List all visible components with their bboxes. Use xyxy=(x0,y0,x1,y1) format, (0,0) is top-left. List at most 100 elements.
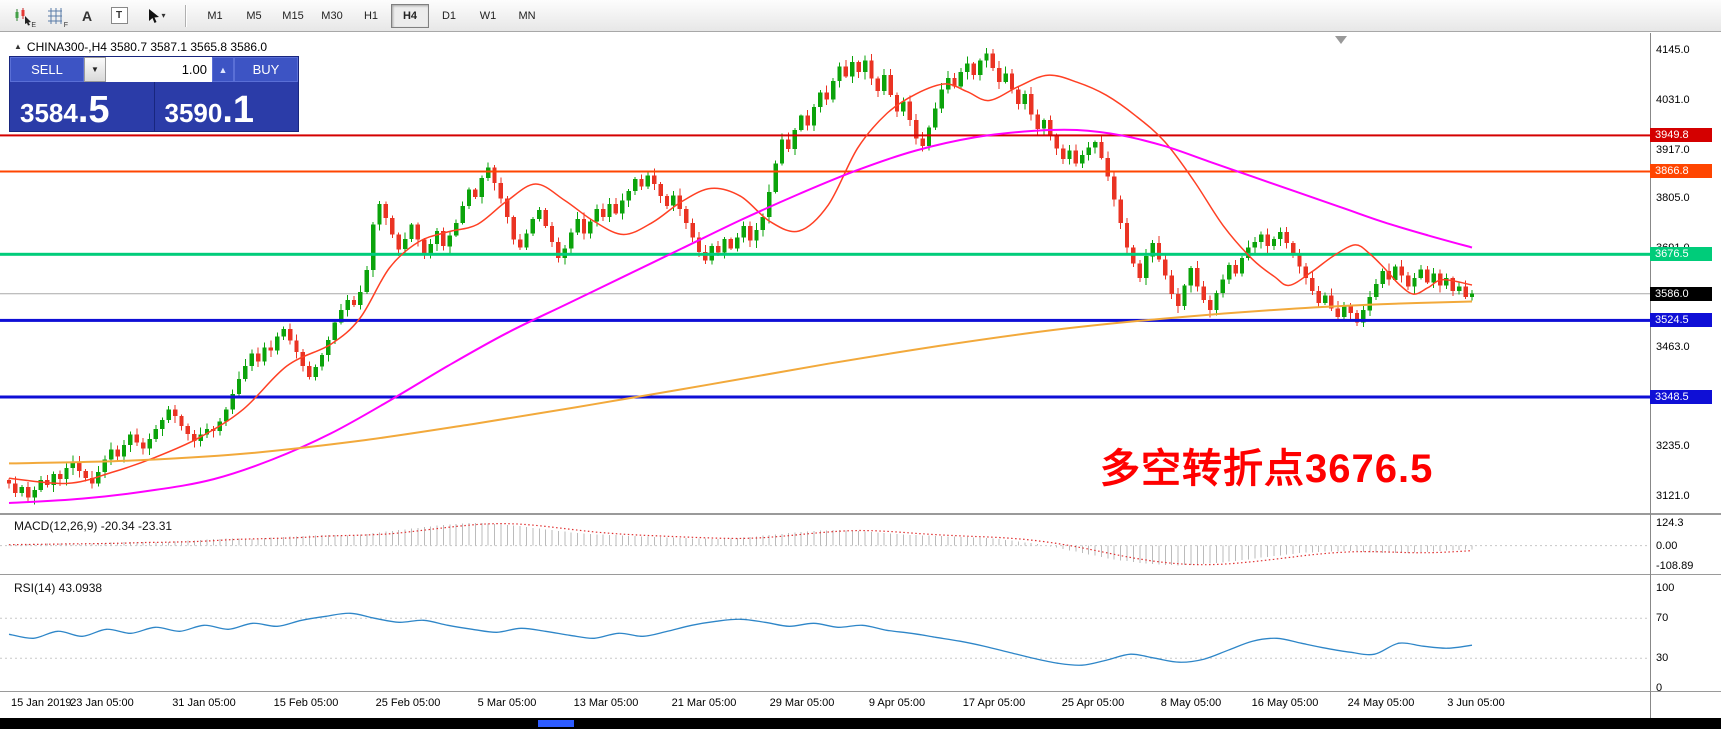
cursor-tool-button[interactable]: ▾ xyxy=(136,2,176,30)
level-line-3524.5[interactable] xyxy=(0,318,1650,322)
volume-increase-button[interactable]: ▲ xyxy=(212,57,234,82)
rsi-line xyxy=(8,612,1473,666)
toolbar-separator xyxy=(185,4,187,27)
text-label-button[interactable]: A xyxy=(72,2,102,30)
ask-price-main: 3590 xyxy=(164,98,223,128)
chevron-up-icon: ▲ xyxy=(218,64,228,75)
level-line-3348.5[interactable] xyxy=(0,395,1650,399)
chart-cursor-icon[interactable]: E xyxy=(8,2,38,30)
time-axis-label: 3 Jun 05:00 xyxy=(1447,697,1505,709)
ma-fast xyxy=(8,74,1473,485)
time-axis-label: 31 Jan 05:00 xyxy=(172,697,236,709)
trade-panel-controls: SELL ▼ ▲ BUY xyxy=(10,57,298,82)
bid-price-pips: .5 xyxy=(77,88,110,131)
rsi-indicator-label: RSI(14) 43.0938 xyxy=(14,581,103,595)
window-restore-icon: ▲ xyxy=(14,42,22,51)
text-box-button[interactable]: T xyxy=(104,2,134,30)
timeframe-button-m1[interactable]: M1 xyxy=(207,9,223,22)
chart-title-text: CHINA300-,H4 3580.7 3587.1 3565.8 3586.0 xyxy=(26,40,268,54)
sell-button[interactable]: SELL xyxy=(10,57,84,82)
time-axis-label: 15 Feb 05:00 xyxy=(273,697,339,709)
time-axis-label: 15 Jan 2019 xyxy=(11,697,72,709)
time-axis-label: 21 Mar 05:00 xyxy=(671,697,737,709)
cursor-tool-icon xyxy=(149,8,160,23)
current-price-badge: 3586.0 xyxy=(1650,286,1712,301)
icon-badge: E xyxy=(31,21,36,29)
chevron-down-icon: ▾ xyxy=(161,11,166,20)
price-level-badge: 3676.5 xyxy=(1650,247,1712,262)
time-axis-label: 13 Mar 05:00 xyxy=(573,697,639,709)
macd-indicator-label: MACD(12,26,9) -20.34 -23.31 xyxy=(14,519,173,533)
macd-axis-label: -108.89 xyxy=(1656,559,1694,572)
time-axis-label: 5 Mar 05:00 xyxy=(477,697,537,709)
time-axis-label: 17 Apr 05:00 xyxy=(962,697,1026,709)
time-axis-label: 25 Apr 05:00 xyxy=(1061,697,1125,709)
macd-histogram xyxy=(8,522,1473,566)
ask-price-pips: .1 xyxy=(222,88,255,131)
timeframe-button-group: M1 M5 M15 M30 H1 H4 D1 W1 MN xyxy=(196,3,546,28)
time-axis-label: 29 Mar 05:00 xyxy=(769,697,835,709)
rsi-axis-label: 70 xyxy=(1656,612,1669,625)
ma-slow xyxy=(8,300,1473,465)
price-level-badge: 3524.5 xyxy=(1650,313,1712,328)
timeframe-button-d1[interactable]: D1 xyxy=(441,9,457,22)
timeframe-button-w1[interactable]: W1 xyxy=(479,9,497,22)
price-axis-label: 4145.0 xyxy=(1656,44,1690,57)
time-axis-label: 8 May 05:00 xyxy=(1160,697,1222,709)
trade-panel-prices: 3584.5 3590.1 xyxy=(10,82,298,131)
macd-axis-label: 0.00 xyxy=(1656,539,1678,552)
chart-shift-marker[interactable] xyxy=(1335,36,1347,44)
price-axis-label: 4031.0 xyxy=(1656,94,1690,107)
timeframe-button-mn[interactable]: MN xyxy=(518,9,536,22)
chart-title: ▲ CHINA300-,H4 3580.7 3587.1 3565.8 3586.… xyxy=(14,40,267,54)
panel-separator[interactable] xyxy=(0,513,1721,515)
price-axis-label: 3805.0 xyxy=(1656,192,1690,205)
time-axis-label: 24 May 05:00 xyxy=(1347,697,1415,709)
volume-decrease-button[interactable]: ▼ xyxy=(84,57,106,82)
level-line-3676.5[interactable] xyxy=(0,252,1650,256)
text-label-icon: A xyxy=(81,7,93,24)
buy-button[interactable]: BUY xyxy=(234,57,298,82)
price-axis-label: 3463.0 xyxy=(1656,341,1690,354)
timeframe-button-m30[interactable]: M30 xyxy=(321,9,343,22)
time-axis-label: 16 May 05:00 xyxy=(1251,697,1319,709)
time-axis-separator xyxy=(0,691,1721,692)
time-axis-label: 25 Feb 05:00 xyxy=(375,697,441,709)
chevron-down-icon: ▼ xyxy=(91,65,99,74)
text-box-icon: T xyxy=(110,7,128,24)
time-axis-label: 23 Jan 05:00 xyxy=(70,697,134,709)
time-axis-label: 9 Apr 05:00 xyxy=(868,697,926,709)
timeframe-button-h1[interactable]: H1 xyxy=(363,9,379,22)
grid-icon[interactable]: F xyxy=(40,2,70,30)
volume-input[interactable] xyxy=(106,57,212,82)
price-axis-label: 3121.0 xyxy=(1656,490,1690,503)
taskbar-accent xyxy=(538,720,574,727)
ask-price: 3590.1 xyxy=(153,82,299,131)
chart-annotation-text: 多空转折点3676.5 xyxy=(1100,447,1434,491)
rsi-axis-label: 30 xyxy=(1656,652,1669,665)
timeframe-button-m5[interactable]: M5 xyxy=(246,9,262,22)
chart-cursor-icon-glyph xyxy=(15,7,31,25)
rsi-axis-label: 0 xyxy=(1656,682,1663,695)
macd-signal-line xyxy=(8,523,1473,566)
toolbar: E F A T ▾ M1 M5 M15 M30 H1 H4 D1 W1 MN xyxy=(0,0,1721,32)
price-level-badge: 3866.8 xyxy=(1650,164,1712,179)
price-axis-label: 3235.0 xyxy=(1656,440,1690,453)
macd-axis-label: 124.3 xyxy=(1656,516,1684,529)
level-line-3949.8[interactable] xyxy=(0,134,1650,137)
price-axis-label: 3917.0 xyxy=(1656,143,1690,156)
panel-separator[interactable] xyxy=(0,574,1721,575)
bid-price: 3584.5 xyxy=(10,82,154,131)
price-axis-separator xyxy=(1650,33,1651,718)
bid-price-main: 3584 xyxy=(20,98,78,128)
rsi-axis-label: 100 xyxy=(1656,582,1675,595)
taskbar-strip xyxy=(0,718,1721,729)
icon-badge: F xyxy=(63,21,68,29)
timeframe-button-m15[interactable]: M15 xyxy=(282,9,304,22)
one-click-trading-panel: SELL ▼ ▲ BUY 3584.5 3590.1 xyxy=(9,56,299,132)
timeframe-button-h4[interactable]: H4 xyxy=(391,3,429,28)
level-line-3866.8[interactable] xyxy=(0,170,1650,173)
grid-icon-glyph xyxy=(48,7,62,24)
price-level-badge: 3348.5 xyxy=(1650,390,1712,405)
